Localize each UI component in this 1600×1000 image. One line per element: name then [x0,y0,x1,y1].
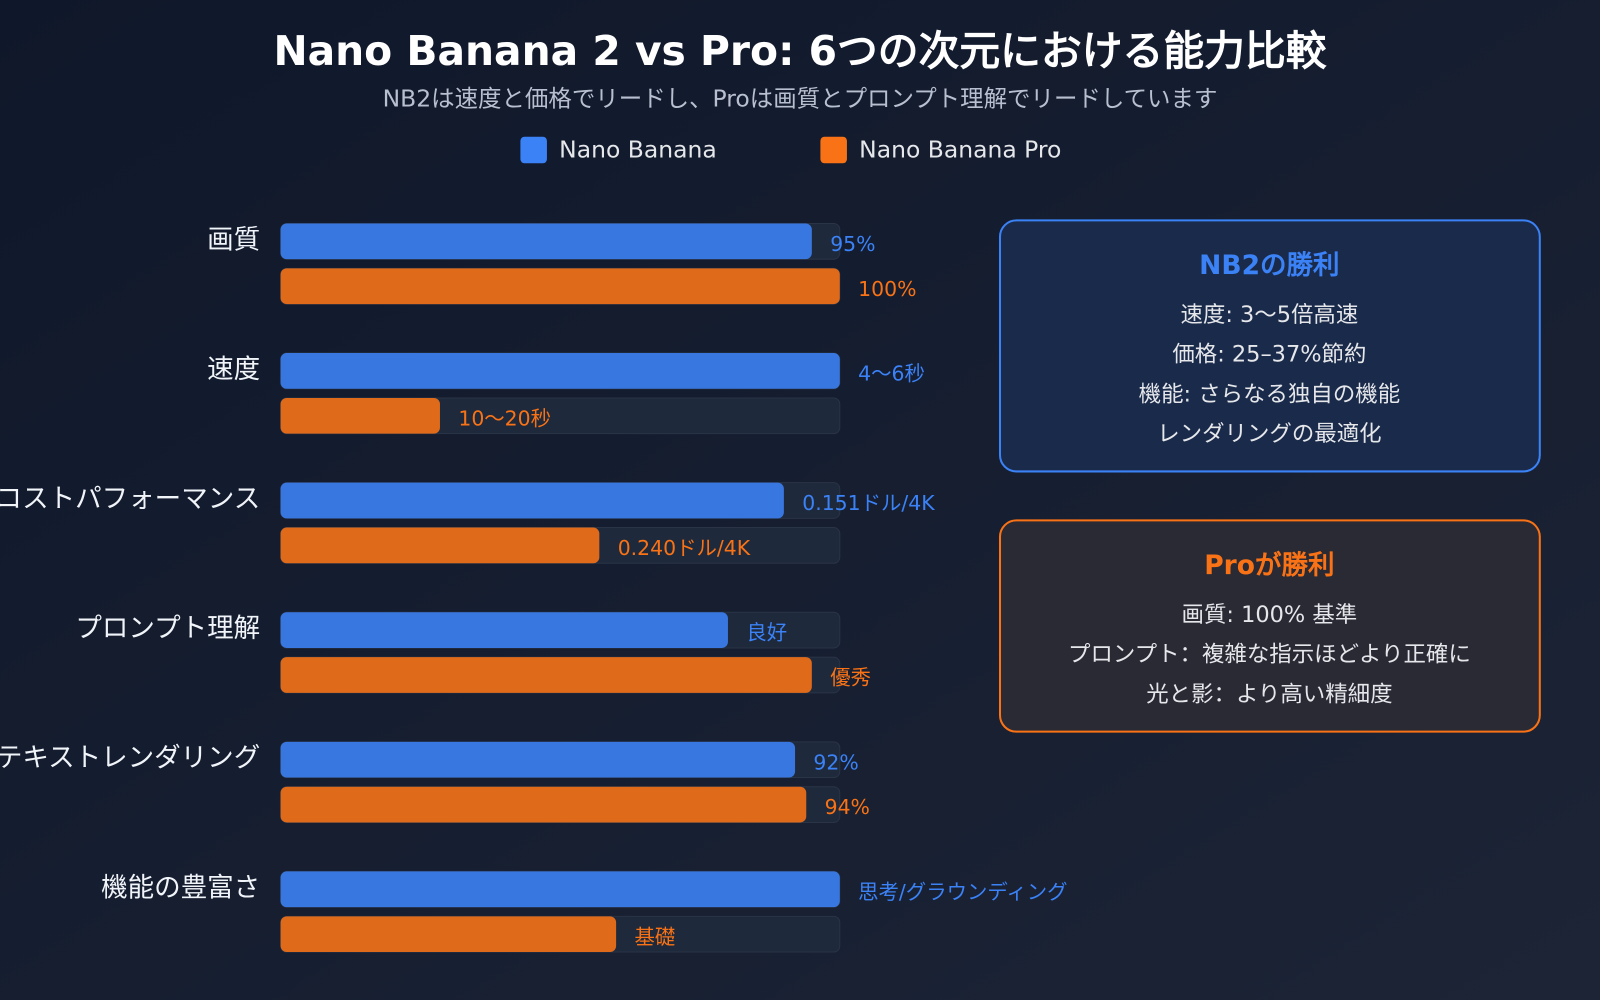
panel-line: レンダリングの最適化 [1157,421,1381,447]
category-label: コストパフォーマンス [0,484,260,515]
value-label: 92% [813,750,858,774]
panel-line: プロンプト：複雑な指示ほどより正確に [1068,642,1471,668]
bar [280,397,440,434]
value-label: 優秀 [830,666,871,690]
bar [280,871,840,908]
category-label: 速度 [207,354,260,385]
panel-line: 画質: 100% 基準 [1182,602,1358,628]
bar [280,482,784,519]
bar [280,657,812,693]
value-label: 思考/グラウンディング [858,880,1067,904]
value-label: 4〜6秒 [858,361,925,385]
panel-title: NB2の勝利 [1199,250,1339,281]
bar [280,916,617,953]
bar [280,353,840,389]
value-label: 基礎 [634,925,675,949]
bar [280,786,807,823]
category-label: プロンプト理解 [75,613,260,644]
category-label: 機能の豊富さ [101,872,260,903]
value-label: 95% [830,232,875,256]
panel-title: Proが勝利 [1204,550,1334,581]
legend-swatch [820,136,847,164]
value-label: 0.151ドル/4K [802,491,935,515]
chart-title: Nano Banana 2 vs Pro: 6つの次元における能力比較 [273,27,1326,75]
panel-line: 機能: さらなる独自の機能 [1139,381,1401,407]
legend-label: Nano Banana [559,136,717,164]
panel [998,219,1541,473]
bar [280,527,600,564]
value-label: 良好 [746,621,787,645]
chart-subtitle: NB2は速度と価格でリードし、Proは画質とプロンプト理解でリードしています [383,85,1218,113]
panel [998,519,1541,733]
value-label: 100% [858,277,916,301]
panel-line: 速度: 3〜5倍高速 [1180,302,1358,328]
value-label: 10〜20秒 [458,406,551,430]
category-label: テキストレンダリング [0,743,260,774]
legend-label: Nano Banana Pro [859,136,1061,164]
value-label: 0.240ドル/4K [618,536,751,560]
bar [280,741,796,778]
bar [280,612,728,648]
panel-line: 光と影：より高い精細度 [1146,681,1392,707]
bar [280,268,840,305]
category-label: 画質 [207,224,260,255]
bar [280,223,812,260]
value-label: 94% [825,795,870,819]
panel-line: 価格: 25–37%節約 [1172,342,1366,368]
legend-swatch [520,136,547,164]
